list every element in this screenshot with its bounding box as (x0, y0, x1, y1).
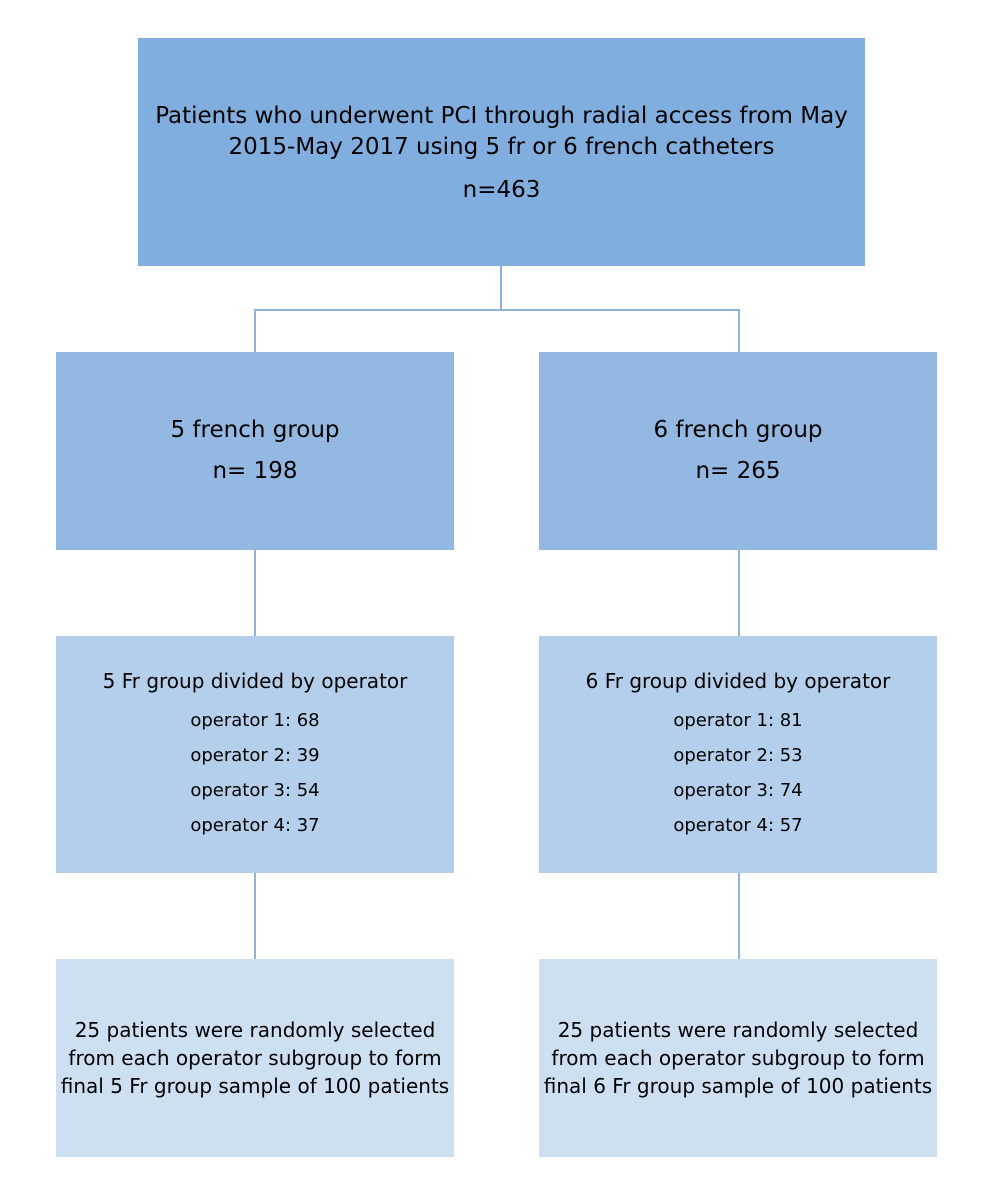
total-patients-box: Patients who underwent PCI through radia… (138, 38, 865, 266)
5-fr-final-line-3: final 5 Fr group sample of 100 patients (60, 1074, 450, 1098)
5-fr-final-sample-text: 25 patients were randomly selected from … (61, 1016, 449, 1100)
5-fr-operator-4: operator 4: 37 (190, 814, 320, 836)
6-fr-final-sample-text: 25 patients were randomly selected from … (544, 1016, 932, 1100)
total-patients-title-line-1: Patients who underwent PCI through radia… (155, 102, 848, 129)
6-fr-final-line-3: final 6 Fr group sample of 100 patients (543, 1074, 933, 1098)
total-patients-title-line-2: 2015-May 2017 using 5 fr or 6 french cat… (228, 133, 775, 160)
5-fr-operators-heading: 5 Fr group divided by operator (102, 668, 408, 693)
5-fr-operator-1: operator 1: 68 (190, 709, 320, 731)
6-fr-final-line-2: from each operator subgroup to form (551, 1046, 925, 1070)
6-fr-operator-2: operator 2: 53 (673, 744, 803, 766)
5-french-group-box: 5 french group n= 198 (56, 352, 454, 550)
connector-right-group-to-operators (738, 550, 740, 636)
5-fr-final-line-2: from each operator subgroup to form (68, 1046, 442, 1070)
6-fr-final-sample-box: 25 patients were randomly selected from … (539, 959, 937, 1157)
5-french-group-count: n= 198 (212, 458, 298, 484)
6-fr-operator-3: operator 3: 74 (673, 779, 803, 801)
6-fr-final-line-1: 25 patients were randomly selected (557, 1018, 919, 1042)
5-fr-final-sample-box: 25 patients were randomly selected from … (56, 959, 454, 1157)
6-fr-operators-heading: 6 Fr group divided by operator (585, 668, 891, 693)
connector-right-operators-to-final (738, 873, 740, 959)
connector-left-group-to-operators (254, 550, 256, 636)
connector-right-drop (738, 309, 740, 352)
connector-horizontal-split (254, 309, 740, 311)
5-fr-final-line-1: 25 patients were randomly selected (74, 1018, 436, 1042)
5-french-group-label: 5 french group (170, 417, 340, 443)
5-fr-operators-list: operator 1: 68 operator 2: 39 operator 3… (190, 703, 319, 843)
5-fr-operator-3: operator 3: 54 (190, 779, 320, 801)
connector-left-drop (254, 309, 256, 352)
connector-left-operators-to-final (254, 873, 256, 959)
5-fr-operator-2: operator 2: 39 (190, 744, 320, 766)
6-french-group-count: n= 265 (695, 458, 781, 484)
6-fr-operator-4: operator 4: 57 (673, 814, 803, 836)
6-french-group-label: 6 french group (653, 417, 823, 443)
6-fr-operators-box: 6 Fr group divided by operator operator … (539, 636, 937, 873)
5-fr-operators-box: 5 Fr group divided by operator operator … (56, 636, 454, 873)
6-french-group-box: 6 french group n= 265 (539, 352, 937, 550)
6-fr-operators-list: operator 1: 81 operator 2: 53 operator 3… (673, 703, 802, 843)
connector-top-vertical (500, 266, 502, 310)
total-patients-count: n=463 (462, 176, 541, 203)
6-fr-operator-1: operator 1: 81 (673, 709, 803, 731)
total-patients-title: Patients who underwent PCI through radia… (155, 101, 848, 163)
